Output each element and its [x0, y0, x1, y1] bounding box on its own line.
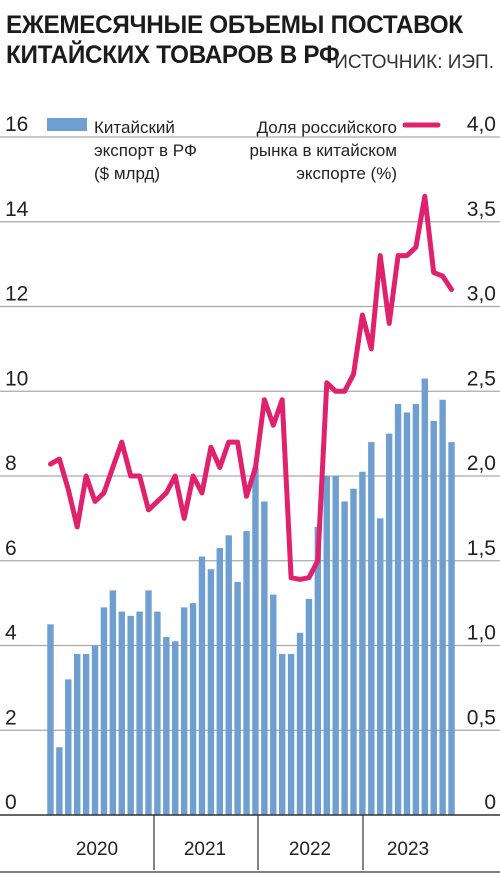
- right-tick-label: 2,5: [467, 367, 496, 390]
- left-tick-label: 6: [5, 537, 17, 560]
- bar: [243, 531, 250, 815]
- legend-line-label: рынка в китайском: [249, 141, 397, 160]
- year-label: 2022: [289, 839, 331, 860]
- bar: [234, 581, 241, 815]
- legend-line-label: Доля российского: [257, 118, 397, 137]
- bar: [350, 488, 357, 815]
- chart-title-line-2: КИТАЙСКИХ ТОВАРОВ В РФ: [6, 41, 340, 69]
- bar: [180, 607, 188, 815]
- chart-title: ЕЖЕМЕСЯЧНЫЕ ОБЪЕМЫ ПОСТАВОК КИТАЙСКИХ ТО…: [6, 10, 481, 70]
- bar: [270, 594, 277, 815]
- bar: [430, 420, 437, 815]
- right-tick-label: 4,0: [467, 113, 496, 136]
- bar: [377, 518, 384, 815]
- bar: [385, 433, 393, 815]
- bar: [118, 611, 125, 815]
- bar: [225, 535, 232, 815]
- source-note: ИСТОЧНИК: ИЭП.: [334, 52, 494, 73]
- legend-bar-swatch: [47, 118, 87, 131]
- bar: [136, 611, 143, 815]
- right-tick-label: 3,0: [467, 283, 496, 306]
- bar-series: [47, 378, 455, 815]
- bar: [448, 442, 455, 815]
- bar: [314, 526, 322, 815]
- legend: Китайский экспорт в РФ ($ млрд) Доля россий…: [47, 118, 441, 183]
- left-tick-label: 4: [5, 622, 17, 645]
- right-axis-ticks: 0 0,5 1,0 1,5 2,0 2,5 3,0 3,5 4,0: [467, 113, 496, 814]
- bar: [394, 403, 402, 815]
- bar: [154, 611, 161, 815]
- legend-bar-label: экспорт в РФ: [94, 141, 197, 160]
- bar: [305, 598, 313, 815]
- year-label: 2023: [387, 839, 429, 860]
- bar: [332, 476, 339, 815]
- left-tick-label: 16: [5, 113, 28, 136]
- left-tick-label: 0: [5, 791, 17, 814]
- bar: [47, 624, 54, 815]
- left-axis-ticks: 0 2 4 6 8 10 12 14 16: [5, 113, 29, 814]
- bar: [252, 467, 259, 815]
- left-tick-label: 8: [5, 452, 17, 475]
- legend-bar-label: ($ млрд): [94, 164, 160, 183]
- bar: [91, 645, 99, 815]
- bar: [359, 471, 366, 815]
- bar: [82, 653, 90, 815]
- left-tick-label: 10: [5, 367, 28, 390]
- bar: [216, 548, 224, 815]
- bar: [56, 747, 63, 815]
- bar: [109, 590, 117, 815]
- bar: [287, 653, 295, 815]
- year-label: 2020: [76, 839, 118, 860]
- right-tick-label: 0,5: [467, 706, 496, 729]
- bar: [296, 632, 304, 815]
- legend-bar-label: Китайский: [94, 118, 175, 137]
- left-tick-label: 14: [5, 198, 29, 221]
- bar: [261, 501, 268, 815]
- bar: [65, 679, 72, 815]
- right-tick-label: 1,0: [467, 622, 496, 645]
- bar: [172, 641, 179, 815]
- bar: [412, 403, 420, 815]
- share-line: [48, 193, 454, 582]
- year-label: 2021: [184, 839, 226, 860]
- bar: [163, 637, 170, 815]
- bar: [278, 653, 286, 815]
- chart-title-line-1: ЕЖЕМЕСЯЧНЫЕ ОБЪЕМЫ ПОСТАВОК: [6, 11, 463, 39]
- axes: [0, 814, 500, 873]
- line-series: [48, 193, 454, 582]
- right-tick-label: 3,5: [467, 198, 496, 221]
- bar: [403, 412, 411, 815]
- year-labels: 2020 2021 2022 2023: [76, 839, 429, 860]
- legend-line-label: экспорте (%): [296, 164, 397, 183]
- left-tick-label: 12: [5, 283, 28, 306]
- bar: [73, 653, 81, 815]
- right-tick-label: 0: [484, 791, 496, 814]
- bar: [207, 569, 215, 815]
- bar: [368, 442, 375, 815]
- bar: [341, 501, 348, 815]
- bar: [198, 556, 206, 815]
- bar: [145, 590, 152, 815]
- bar: [100, 607, 108, 815]
- bar: [127, 615, 134, 815]
- bar: [189, 603, 197, 815]
- left-tick-label: 2: [5, 706, 17, 729]
- bar: [439, 399, 446, 815]
- bar: [323, 476, 330, 815]
- bar: [421, 378, 429, 815]
- right-tick-label: 2,0: [467, 452, 496, 475]
- right-tick-label: 1,5: [467, 537, 496, 560]
